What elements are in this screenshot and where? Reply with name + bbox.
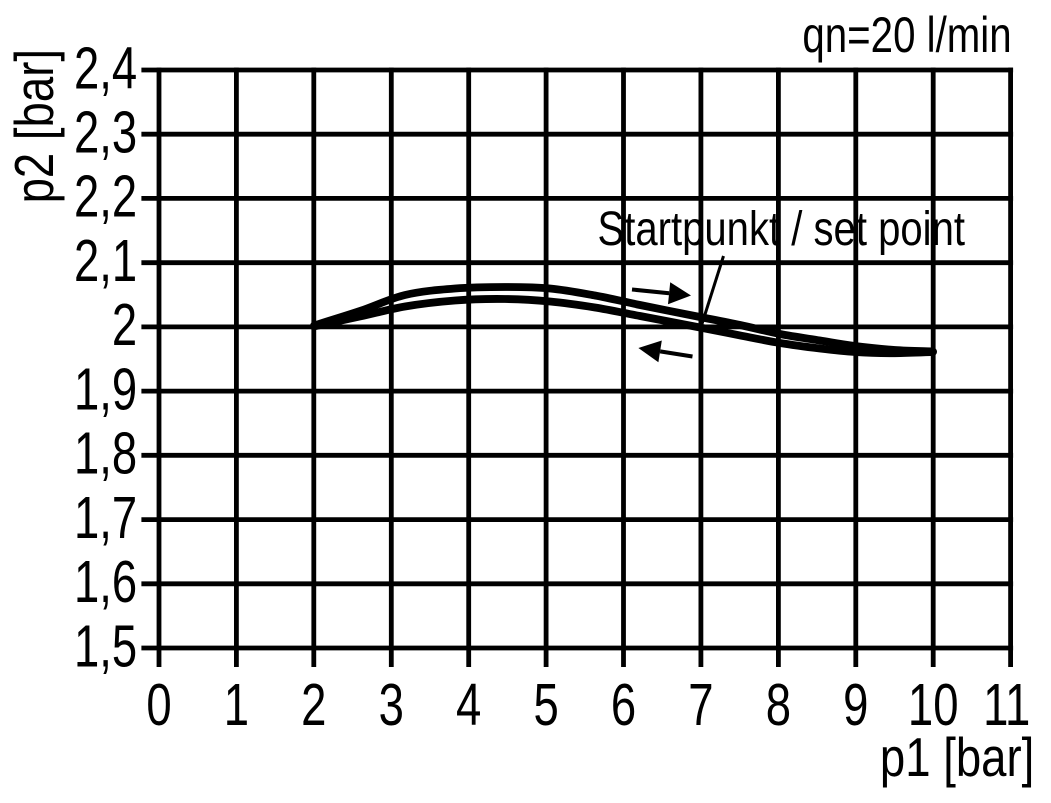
- svg-text:5: 5: [533, 672, 558, 738]
- svg-text:2,2: 2,2: [74, 164, 137, 230]
- svg-text:p1 [bar]: p1 [bar]: [880, 726, 1034, 788]
- svg-text:Startpunkt / set point: Startpunkt / set point: [598, 203, 965, 256]
- svg-text:2: 2: [301, 672, 326, 738]
- svg-text:8: 8: [766, 672, 791, 738]
- svg-text:11: 11: [983, 672, 1030, 738]
- svg-text:1,8: 1,8: [74, 421, 137, 487]
- svg-text:6: 6: [611, 672, 636, 738]
- svg-text:2,3: 2,3: [74, 100, 137, 166]
- svg-text:1,5: 1,5: [74, 614, 137, 680]
- svg-text:2: 2: [112, 292, 137, 358]
- svg-text:7: 7: [688, 672, 713, 738]
- svg-text:9: 9: [843, 672, 868, 738]
- svg-text:1,7: 1,7: [74, 485, 137, 551]
- svg-text:2,1: 2,1: [74, 228, 137, 294]
- svg-text:1: 1: [224, 672, 249, 738]
- svg-text:0: 0: [146, 672, 171, 738]
- svg-text:3: 3: [379, 672, 404, 738]
- svg-text:1,9: 1,9: [74, 357, 137, 423]
- svg-text:10: 10: [908, 672, 959, 738]
- svg-text:qn=20 l/min: qn=20 l/min: [802, 7, 1011, 63]
- svg-text:p2 [bar]: p2 [bar]: [3, 49, 65, 203]
- svg-text:4: 4: [456, 672, 481, 738]
- svg-text:1,6: 1,6: [74, 549, 137, 615]
- svg-text:2,4: 2,4: [74, 36, 137, 102]
